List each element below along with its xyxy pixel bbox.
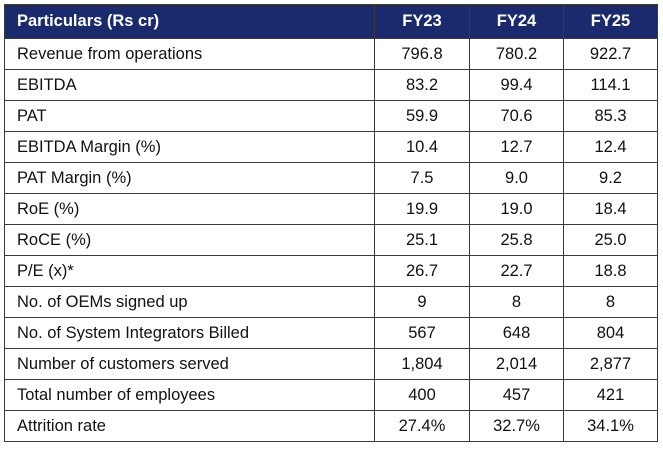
cell-fy25: 85.3 [563, 100, 658, 132]
cell-fy23: 83.2 [374, 69, 470, 101]
table-row: P/E (x)* 26.7 22.7 18.8 [4, 255, 658, 287]
cell-fy25: 34.1% [563, 410, 658, 442]
table-row: No. of OEMs signed up 9 8 8 [4, 286, 658, 318]
cell-fy23: 7.5 [374, 162, 470, 194]
row-label: Number of customers served [4, 348, 375, 380]
row-label: RoE (%) [4, 193, 375, 225]
cell-fy25: 804 [563, 317, 658, 349]
row-label: RoCE (%) [4, 224, 375, 256]
row-label: Attrition rate [4, 410, 375, 442]
cell-fy24: 22.7 [469, 255, 564, 287]
cell-fy25: 25.0 [563, 224, 658, 256]
cell-fy24: 457 [469, 379, 564, 411]
row-label: P/E (x)* [4, 255, 375, 287]
cell-fy23: 400 [374, 379, 470, 411]
cell-fy25: 12.4 [563, 131, 658, 163]
cell-fy24: 12.7 [469, 131, 564, 163]
cell-fy24: 780.2 [469, 38, 564, 70]
header-fy25: FY25 [563, 4, 658, 39]
cell-fy24: 2,014 [469, 348, 564, 380]
cell-fy24: 99.4 [469, 69, 564, 101]
row-label: EBITDA [4, 69, 375, 101]
cell-fy25: 114.1 [563, 69, 658, 101]
cell-fy25: 421 [563, 379, 658, 411]
table-row: Number of customers served 1,804 2,014 2… [4, 348, 658, 380]
cell-fy25: 8 [563, 286, 658, 318]
table-row: Revenue from operations 796.8 780.2 922.… [4, 38, 658, 70]
row-label: Total number of employees [4, 379, 375, 411]
cell-fy23: 19.9 [374, 193, 470, 225]
cell-fy24: 32.7% [469, 410, 564, 442]
table-header: Particulars (Rs cr) FY23 FY24 FY25 [4, 4, 658, 39]
cell-fy24: 25.8 [469, 224, 564, 256]
header-row: Particulars (Rs cr) FY23 FY24 FY25 [4, 4, 658, 39]
row-label: PAT [4, 100, 375, 132]
cell-fy24: 648 [469, 317, 564, 349]
table-row: Total number of employees 400 457 421 [4, 379, 658, 411]
cell-fy23: 59.9 [374, 100, 470, 132]
table-row: RoCE (%) 25.1 25.8 25.0 [4, 224, 658, 256]
row-label: Revenue from operations [4, 38, 375, 70]
financials-table: Particulars (Rs cr) FY23 FY24 FY25 Reven… [4, 4, 658, 442]
row-label: PAT Margin (%) [4, 162, 375, 194]
table-body: Revenue from operations 796.8 780.2 922.… [4, 38, 658, 442]
cell-fy23: 25.1 [374, 224, 470, 256]
table-row: PAT 59.9 70.6 85.3 [4, 100, 658, 132]
table-row: EBITDA Margin (%) 10.4 12.7 12.4 [4, 131, 658, 163]
cell-fy25: 9.2 [563, 162, 658, 194]
cell-fy24: 70.6 [469, 100, 564, 132]
cell-fy24: 9.0 [469, 162, 564, 194]
cell-fy23: 10.4 [374, 131, 470, 163]
row-label: No. of OEMs signed up [4, 286, 375, 318]
table-row: EBITDA 83.2 99.4 114.1 [4, 69, 658, 101]
cell-fy25: 18.4 [563, 193, 658, 225]
cell-fy25: 18.8 [563, 255, 658, 287]
cell-fy23: 1,804 [374, 348, 470, 380]
table-row: No. of System Integrators Billed 567 648… [4, 317, 658, 349]
cell-fy23: 9 [374, 286, 470, 318]
table-row: Attrition rate 27.4% 32.7% 34.1% [4, 410, 658, 442]
table-row: PAT Margin (%) 7.5 9.0 9.2 [4, 162, 658, 194]
table-row: RoE (%) 19.9 19.0 18.4 [4, 193, 658, 225]
row-label: EBITDA Margin (%) [4, 131, 375, 163]
cell-fy23: 796.8 [374, 38, 470, 70]
cell-fy24: 19.0 [469, 193, 564, 225]
cell-fy25: 2,877 [563, 348, 658, 380]
cell-fy24: 8 [469, 286, 564, 318]
cell-fy23: 567 [374, 317, 470, 349]
cell-fy23: 26.7 [374, 255, 470, 287]
row-label: No. of System Integrators Billed [4, 317, 375, 349]
header-fy23: FY23 [374, 4, 470, 39]
cell-fy23: 27.4% [374, 410, 470, 442]
cell-fy25: 922.7 [563, 38, 658, 70]
header-fy24: FY24 [469, 4, 564, 39]
header-particulars: Particulars (Rs cr) [4, 4, 375, 39]
